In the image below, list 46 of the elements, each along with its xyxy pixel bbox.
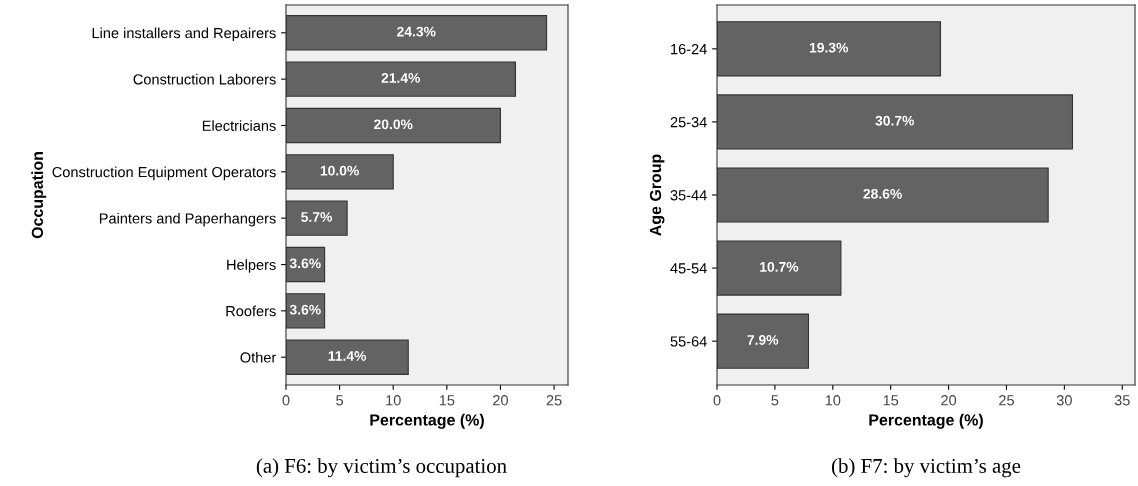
data-label: 21.4% (381, 73, 421, 83)
y-tick-label: Roofers (226, 305, 276, 317)
y-tick-label: Helpers (227, 259, 276, 273)
data-label: 24.3% (397, 26, 436, 37)
x-tick-label: 15 (439, 395, 455, 406)
x-tick-label: 35 (1114, 395, 1130, 406)
y-tick-label: 55-64 (670, 336, 707, 347)
y-tick-label: 35-44 (670, 190, 707, 201)
x-tick-label: 25 (999, 395, 1014, 406)
data-label: 3.6% (289, 258, 321, 269)
x-tick-label: 0 (282, 395, 290, 406)
x-tick-label: 15 (883, 395, 899, 406)
text: (b) F7: by victim’s age (832, 458, 1021, 478)
data-label: 10.7% (760, 261, 799, 272)
x-tick-label: 5 (771, 395, 779, 406)
y-tick-label: 45-54 (670, 263, 707, 274)
x-tick-label: 10 (825, 395, 841, 406)
x-tick-label: 10 (386, 395, 401, 406)
y-tick-label: Painters and Paperhangers (99, 212, 276, 227)
x-tick-label: 0 (713, 395, 721, 406)
data-label: 3.6% (289, 304, 321, 315)
x-tick-label: 20 (493, 395, 508, 406)
y-axis-title: Occupation (31, 152, 47, 239)
x-axis-title: Percentage (%) (370, 413, 484, 429)
x-tick-label: 25 (546, 395, 562, 406)
y-tick-label: 25-34 (670, 117, 707, 128)
data-label: 11.4% (328, 351, 367, 361)
y-tick-label: Electricians (202, 120, 276, 131)
y-tick-label: Other (240, 351, 277, 363)
text: (a) F6: by victim’s occupation (256, 458, 507, 478)
y-tick-label: Line installers and Repairers (92, 27, 276, 42)
x-tick-label: 30 (1056, 395, 1072, 406)
data-label: 20.0% (374, 119, 413, 130)
x-tick-label: 20 (941, 395, 957, 406)
y-tick-label: Construction Laborers (133, 73, 276, 85)
data-label: 10.0% (320, 165, 359, 176)
y-tick-label: Construction Equipment Operators (52, 166, 276, 181)
data-label: 7.9% (747, 335, 779, 345)
data-label: 28.6% (863, 188, 902, 199)
data-label: 19.3% (809, 42, 849, 53)
y-axis-title: Age Group (649, 154, 665, 236)
y-tick-label: 16-24 (671, 43, 707, 55)
x-tick-label: 5 (336, 395, 344, 406)
x-axis-title: Percentage (%) (869, 413, 983, 429)
data-label: 5.7% (301, 212, 333, 222)
data-label: 30.7% (875, 115, 915, 126)
